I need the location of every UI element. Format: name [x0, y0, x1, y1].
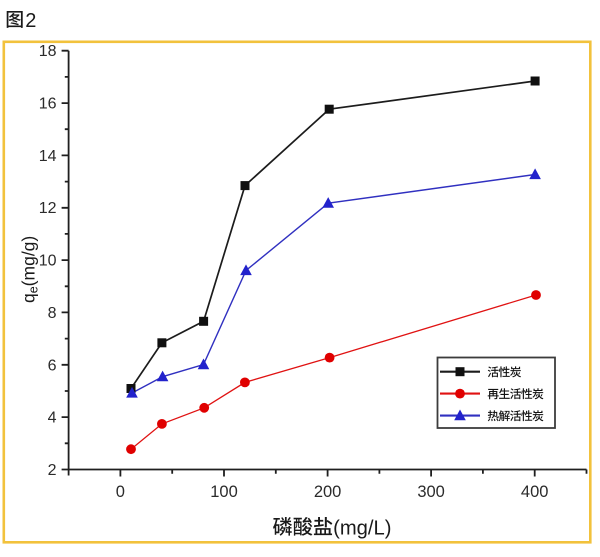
svg-text:14: 14 — [39, 148, 57, 165]
svg-text:16: 16 — [39, 96, 57, 113]
svg-text:2: 2 — [48, 462, 57, 479]
svg-text:4: 4 — [48, 410, 57, 427]
svg-text:0: 0 — [116, 483, 125, 501]
svg-text:10: 10 — [39, 253, 57, 270]
svg-text:6: 6 — [48, 357, 57, 374]
svg-text:8: 8 — [48, 305, 57, 322]
svg-text:qe(mg/g): qe(mg/g) — [19, 236, 41, 303]
svg-text:(mg/L): (mg/L) — [333, 518, 391, 540]
svg-text:300: 300 — [417, 483, 445, 501]
svg-text:400: 400 — [521, 483, 549, 501]
svg-text:2: 2 — [25, 10, 36, 32]
svg-text:100: 100 — [210, 483, 238, 501]
svg-text:18: 18 — [39, 43, 57, 60]
svg-text:12: 12 — [39, 200, 57, 217]
svg-text:200: 200 — [314, 483, 342, 501]
